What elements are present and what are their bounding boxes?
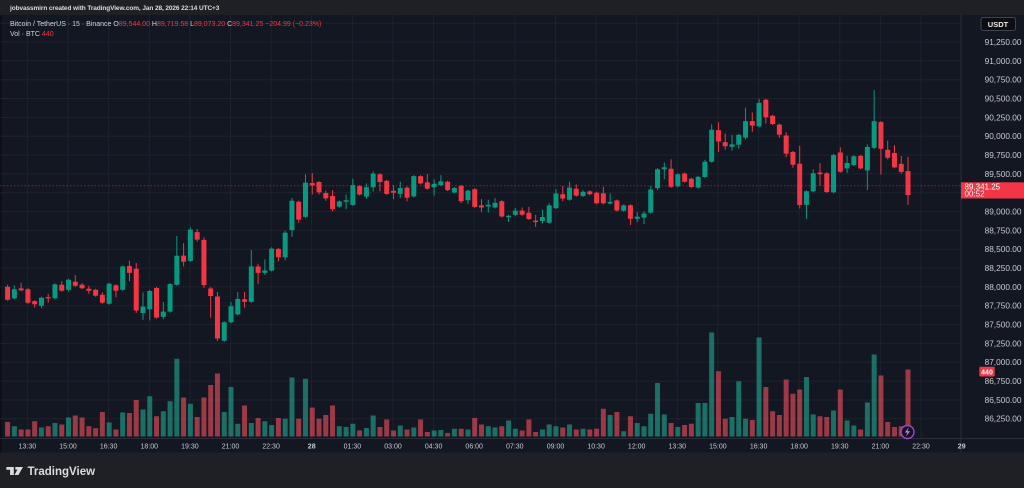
svg-text:91,000.00: 91,000.00 (985, 56, 1022, 66)
svg-text:16:30: 16:30 (100, 444, 118, 451)
svg-text:440: 440 (981, 369, 993, 376)
svg-text:13:30: 13:30 (19, 444, 37, 451)
svg-text:88,750.00: 88,750.00 (985, 225, 1022, 235)
svg-text:TradingView: TradingView (28, 466, 96, 478)
svg-text:86,250.00: 86,250.00 (985, 414, 1022, 424)
svg-text:22:30: 22:30 (912, 444, 930, 451)
svg-text:89,750.00: 89,750.00 (985, 150, 1022, 160)
svg-text:88,250.00: 88,250.00 (985, 263, 1022, 273)
svg-text:Vol · BTC 440: Vol · BTC 440 (10, 31, 54, 38)
svg-text:90,000.00: 90,000.00 (985, 131, 1022, 141)
svg-text:88,000.00: 88,000.00 (985, 282, 1022, 292)
svg-text:09:00: 09:00 (547, 444, 565, 451)
svg-text:21:00: 21:00 (222, 444, 240, 451)
svg-text:87,500.00: 87,500.00 (985, 320, 1022, 330)
svg-text:89,500.00: 89,500.00 (985, 169, 1022, 179)
svg-text:88,500.00: 88,500.00 (985, 244, 1022, 254)
svg-text:12:00: 12:00 (628, 444, 646, 451)
svg-text:Bitcoin / TetherUS · 15 · Bina: Bitcoin / TetherUS · 15 · Binance O89,54… (10, 21, 321, 28)
svg-text:03:00: 03:00 (384, 444, 402, 451)
svg-text:19:30: 19:30 (831, 444, 849, 451)
svg-text:USDT: USDT (988, 20, 1009, 29)
svg-text:28: 28 (308, 444, 316, 451)
svg-text:90,500.00: 90,500.00 (985, 94, 1022, 104)
svg-text:89,000.00: 89,000.00 (985, 207, 1022, 217)
svg-text:06:00: 06:00 (465, 444, 483, 451)
svg-text:87,750.00: 87,750.00 (985, 301, 1022, 311)
svg-text:15:00: 15:00 (709, 444, 727, 451)
svg-text:01:30: 01:30 (344, 444, 362, 451)
svg-text:04:30: 04:30 (425, 444, 443, 451)
svg-text:21:00: 21:00 (872, 444, 890, 451)
svg-text:90,250.00: 90,250.00 (985, 112, 1022, 122)
svg-text:18:00: 18:00 (141, 444, 159, 451)
svg-text:18:00: 18:00 (790, 444, 808, 451)
svg-text:86,500.00: 86,500.00 (985, 395, 1022, 405)
svg-text:86,750.00: 86,750.00 (985, 376, 1022, 386)
svg-text:00:52: 00:52 (965, 190, 986, 199)
svg-text:07:30: 07:30 (506, 444, 524, 451)
svg-text:15:00: 15:00 (59, 444, 77, 451)
svg-text:91,250.00: 91,250.00 (985, 37, 1022, 47)
svg-text:90,750.00: 90,750.00 (985, 75, 1022, 85)
svg-text:87,000.00: 87,000.00 (985, 357, 1022, 367)
svg-text:29: 29 (958, 444, 966, 451)
svg-text:16:30: 16:30 (750, 444, 768, 451)
svg-text:89,341.25: 89,341.25 (965, 182, 1001, 191)
svg-text:13:30: 13:30 (669, 444, 687, 451)
svg-text:jobvassmirn created with Tradi: jobvassmirn created with TradingView.com… (9, 5, 220, 12)
svg-text:19:30: 19:30 (181, 444, 199, 451)
svg-text:22:30: 22:30 (262, 444, 280, 451)
svg-text:10:30: 10:30 (587, 444, 605, 451)
svg-text:87,250.00: 87,250.00 (985, 338, 1022, 348)
